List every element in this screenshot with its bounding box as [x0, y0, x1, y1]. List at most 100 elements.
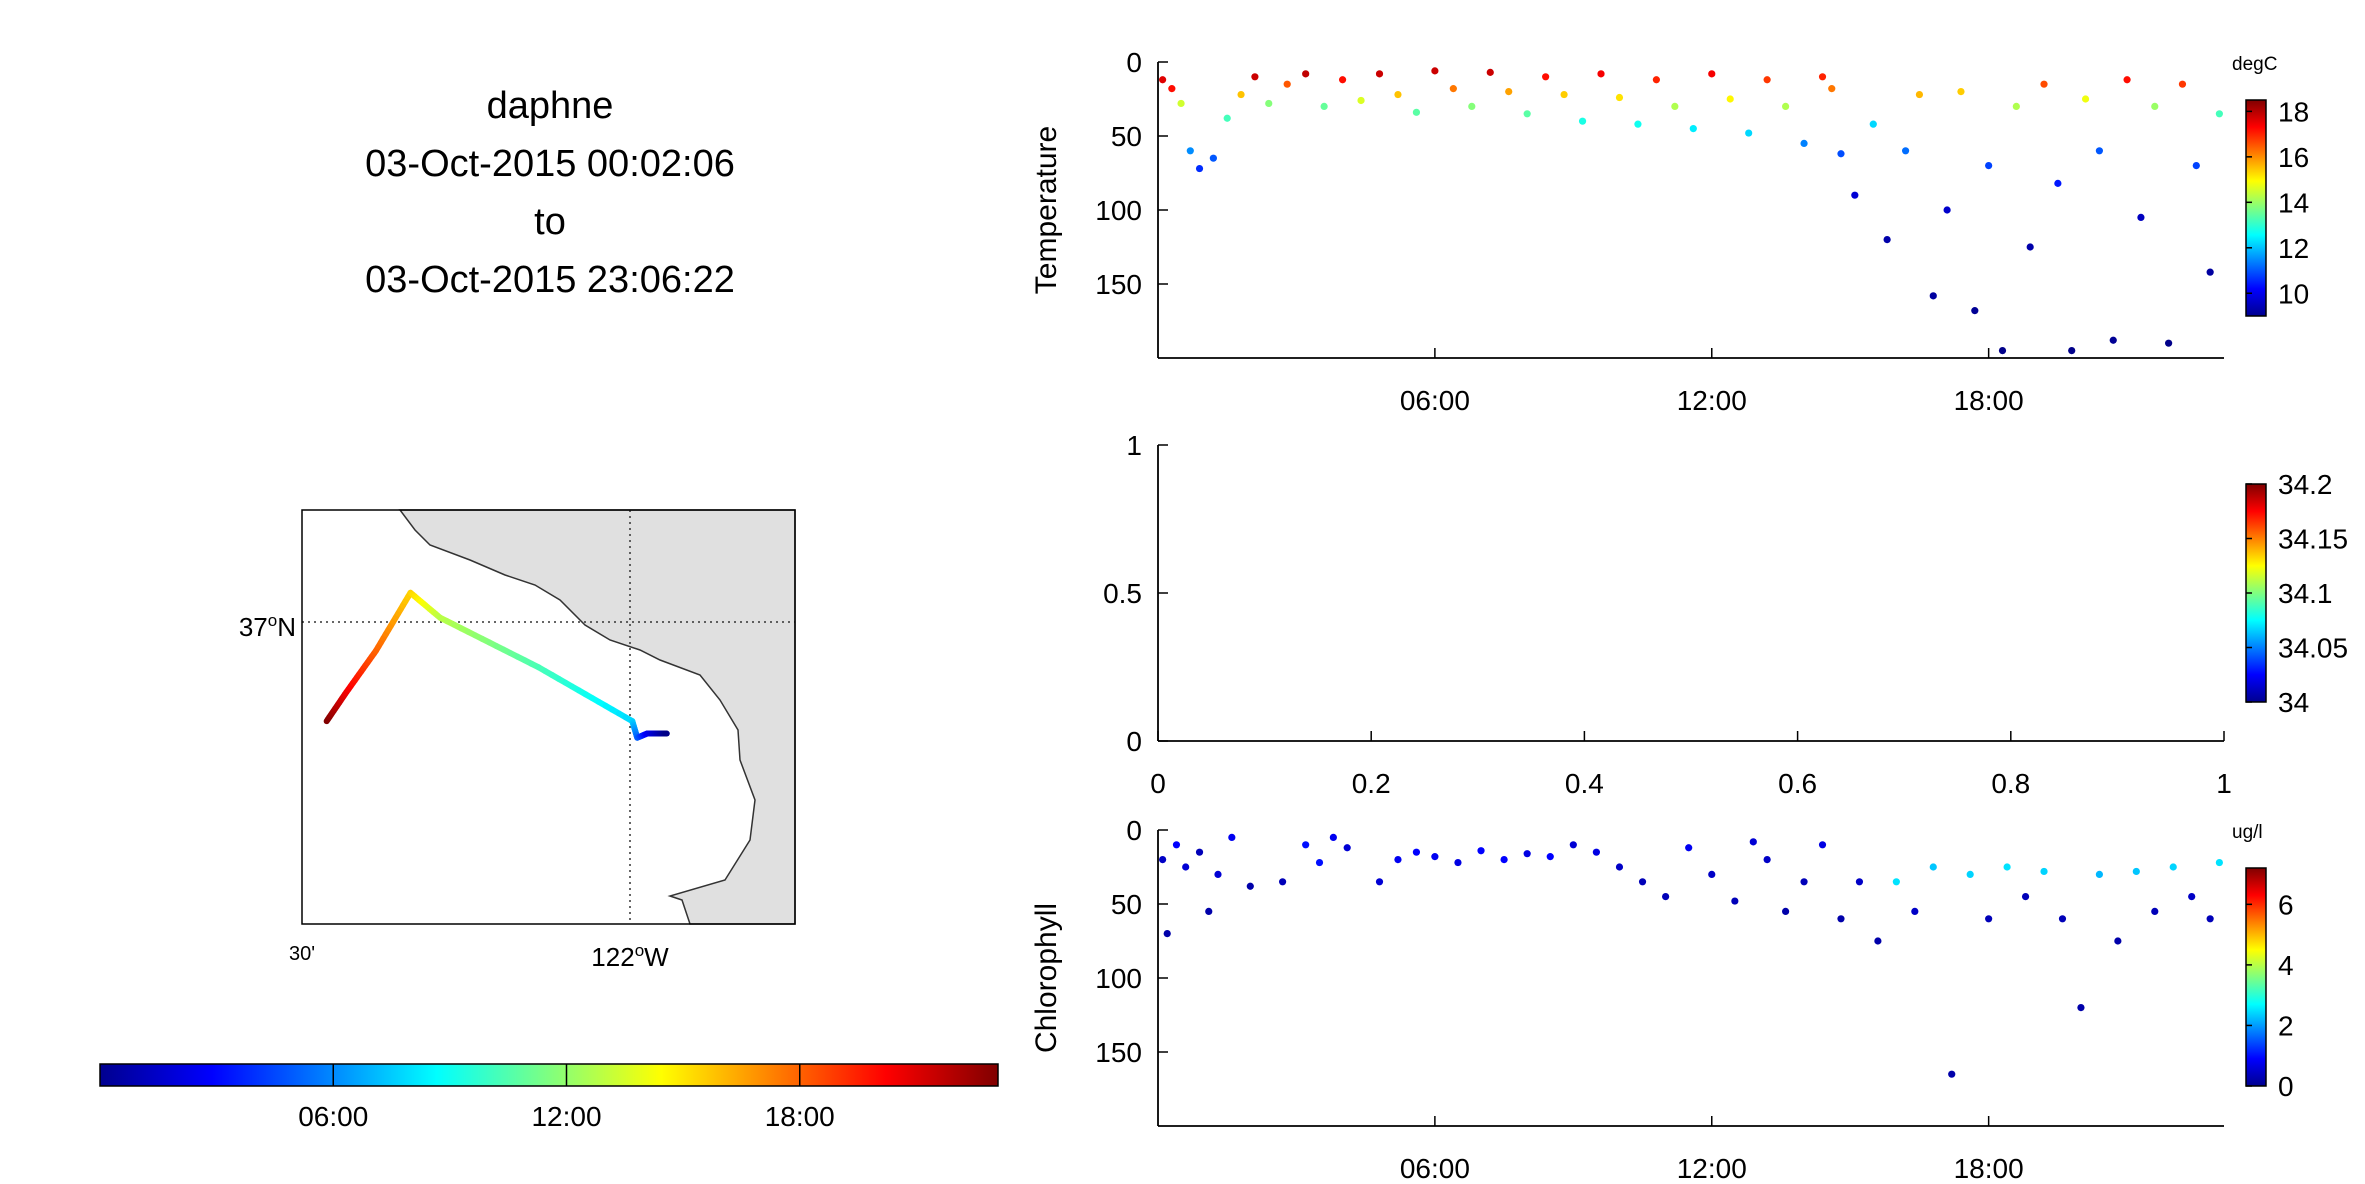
data-point — [1855, 878, 1864, 886]
data-point — [2132, 867, 2140, 876]
colorbar-tick-label: 10 — [2278, 278, 2309, 309]
data-point — [1394, 856, 1402, 864]
data-point — [1763, 856, 1771, 864]
data-point — [1357, 96, 1365, 105]
data-point — [1915, 90, 1924, 99]
salinity-panel: 0 0.5 1 0 0.2 0.4 0.6 0.8 1 34 34.05 34.1 34.15 34.2 — [1103, 430, 2348, 799]
data-point — [1302, 70, 1310, 78]
data-point — [1449, 85, 1457, 93]
data-point — [1486, 68, 1494, 76]
data-point — [1634, 120, 1642, 128]
colorbar-tick-label: 4 — [2278, 950, 2294, 981]
data-point — [2054, 179, 2062, 187]
data-point — [1523, 850, 1531, 858]
x-tick-label: 0.4 — [1565, 768, 1604, 799]
data-point — [1800, 139, 1808, 147]
data-point — [2206, 915, 2214, 923]
data-point — [1302, 841, 1310, 849]
data-point — [1251, 73, 1259, 81]
y-axis-label: Chlorophyll — [1030, 903, 1063, 1053]
time-colorbar-tick-label: 18:00 — [765, 1101, 835, 1132]
colorbar-tick-label: 16 — [2278, 142, 2309, 173]
data-point — [1159, 856, 1167, 864]
data-point — [2012, 102, 2020, 110]
data-point — [1966, 870, 1974, 879]
data-point — [2040, 867, 2048, 876]
data-point — [1671, 102, 1679, 110]
data-point — [1597, 70, 1605, 78]
data-point — [1749, 838, 1757, 846]
vehicle-track — [323, 589, 670, 741]
x-tick-label: 18:00 — [1954, 1153, 2024, 1184]
data-point — [1228, 833, 1236, 842]
data-point — [1929, 863, 1937, 871]
data-point — [2114, 937, 2122, 945]
colorbar-tick-label: 34.05 — [2278, 633, 2348, 664]
data-point — [1163, 930, 1171, 938]
data-point — [1874, 937, 1882, 945]
data-point — [2165, 339, 2173, 347]
data-point — [2040, 80, 2048, 88]
data-point — [1569, 841, 1577, 849]
data-point — [2192, 162, 2200, 170]
x-tick-label: 12:00 — [1677, 1153, 1747, 1184]
colorbar-gradient — [2245, 867, 2267, 1087]
data-point — [2003, 863, 2011, 871]
y-tick-label: 150 — [1095, 1037, 1142, 1068]
colorbar-gradient — [2245, 99, 2267, 317]
data-point — [1454, 858, 1462, 867]
data-point — [1929, 292, 1937, 300]
data-point — [1320, 102, 1328, 110]
time-colorbar-tick-label: 06:00 — [298, 1101, 368, 1132]
track-map: 37oN 30' 122oW — [239, 509, 796, 972]
colorbar-tick-label: 34.2 — [2278, 469, 2333, 500]
data-point — [1237, 90, 1245, 99]
colorbar-tick-label: 34.1 — [2278, 578, 2333, 609]
colorbar-tick-label: 0 — [2278, 1071, 2294, 1102]
data-point — [2026, 243, 2034, 251]
data-point — [1523, 110, 1531, 118]
data-point — [1182, 863, 1190, 871]
data-point — [1546, 853, 1554, 861]
data-point — [1869, 120, 1877, 128]
y-tick-label: 0 — [1126, 726, 1142, 757]
y-axis-label: Temperature — [1030, 126, 1063, 294]
data-point — [1412, 108, 1421, 116]
time-colorbar-gradient — [99, 1063, 999, 1087]
data-point — [1214, 870, 1222, 879]
data-point — [1375, 70, 1384, 78]
y-tick-label: 100 — [1095, 963, 1142, 994]
data-point — [1343, 844, 1351, 852]
data-point — [2188, 893, 2196, 901]
temperature-panel: 0 50 100 150 06:00 12:00 18:00 Temperature 10 12 1… — [1030, 47, 2309, 416]
data-point — [1283, 80, 1291, 88]
data-point — [1315, 858, 1324, 867]
data-point — [1431, 853, 1439, 861]
title-block: daphne 03-Oct-2015 00:02:06 to 03-Oct-20… — [365, 85, 735, 301]
data-points — [1159, 833, 2223, 1078]
y-tick-label: 0 — [1126, 815, 1142, 846]
data-point — [1731, 897, 1739, 905]
colorbar-tick-label: 6 — [2278, 889, 2294, 920]
data-point — [1615, 863, 1624, 871]
data-point — [1948, 1070, 1956, 1078]
data-point — [1223, 114, 1231, 122]
data-point — [2215, 858, 2223, 867]
data-point — [2058, 915, 2067, 923]
y-tick-label: 0 — [1126, 47, 1142, 78]
data-point — [1689, 125, 1697, 133]
data-point — [1500, 856, 1508, 864]
y-tick-label: 50 — [1111, 121, 1142, 152]
data-point — [2123, 76, 2131, 84]
to-label: to — [534, 201, 566, 243]
data-point — [1782, 102, 1790, 110]
x-tick-label: 0.8 — [1991, 768, 2030, 799]
data-point — [1168, 85, 1176, 93]
data-point — [1957, 88, 1965, 96]
start-time: 03-Oct-2015 00:02:06 — [365, 143, 735, 185]
data-point — [2151, 907, 2159, 916]
data-point — [1468, 102, 1476, 110]
land-area — [398, 509, 796, 925]
data-point — [2137, 213, 2145, 221]
data-point — [1818, 841, 1827, 849]
